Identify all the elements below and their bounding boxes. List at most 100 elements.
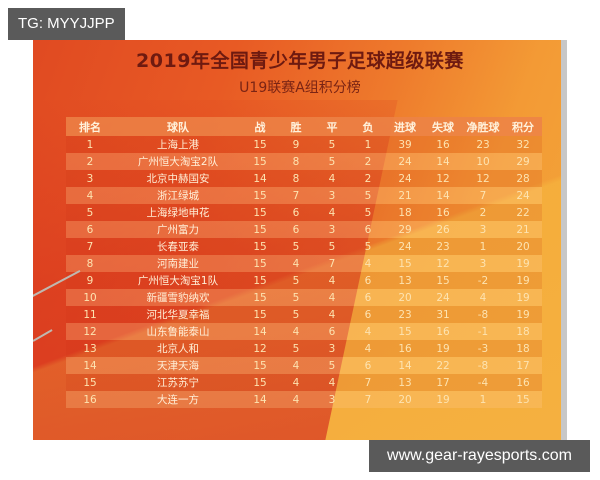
cell-won: 5 [278, 340, 314, 357]
cell-goal-difference: -3 [462, 340, 504, 357]
cell-drawn: 4 [314, 272, 350, 289]
cell-drawn: 3 [314, 221, 350, 238]
cell-won: 4 [278, 357, 314, 374]
cell-rank: 9 [66, 272, 114, 289]
cell-goal-difference: 1 [462, 391, 504, 408]
cell-team: 上海绿地申花 [114, 204, 242, 221]
cell-goals-for: 24 [386, 153, 424, 170]
cell-rank: 10 [66, 289, 114, 306]
cell-lost: 6 [350, 272, 386, 289]
standings-table: 排名 球队 战 胜 平 负 进球 失球 净胜球 积分 1 上海上港 15 9 5 1 39 1… [66, 117, 542, 408]
cell-played: 15 [242, 204, 278, 221]
cell-won: 6 [278, 221, 314, 238]
cell-team: 河北华夏幸福 [114, 306, 242, 323]
cell-lost: 7 [350, 374, 386, 391]
cell-rank: 5 [66, 204, 114, 221]
cell-lost: 5 [350, 204, 386, 221]
header-goal-difference: 净胜球 [462, 117, 504, 136]
cell-rank: 14 [66, 357, 114, 374]
cell-goal-difference: 3 [462, 221, 504, 238]
cell-rank: 4 [66, 187, 114, 204]
cell-goals-against: 14 [424, 187, 462, 204]
table-row: 3 北京中赫国安 14 8 4 2 24 12 12 28 [66, 170, 542, 187]
cell-goals-for: 20 [386, 391, 424, 408]
cell-lost: 2 [350, 153, 386, 170]
table-row: 10 新疆雪豹纳欢 15 5 4 6 20 24 4 19 [66, 289, 542, 306]
cell-drawn: 4 [314, 289, 350, 306]
cell-points: 18 [504, 323, 542, 340]
cell-rank: 2 [66, 153, 114, 170]
cell-won: 5 [278, 289, 314, 306]
cell-points: 17 [504, 357, 542, 374]
cell-played: 15 [242, 357, 278, 374]
cell-goal-difference: -4 [462, 374, 504, 391]
cell-drawn: 3 [314, 391, 350, 408]
cell-won: 4 [278, 323, 314, 340]
cell-goals-against: 24 [424, 289, 462, 306]
cell-rank: 15 [66, 374, 114, 391]
cell-lost: 1 [350, 136, 386, 153]
cell-lost: 6 [350, 289, 386, 306]
cell-goal-difference: 1 [462, 238, 504, 255]
cell-won: 4 [278, 374, 314, 391]
cell-drawn: 4 [314, 204, 350, 221]
cell-points: 29 [504, 153, 542, 170]
cell-played: 12 [242, 340, 278, 357]
cell-rank: 16 [66, 391, 114, 408]
cell-goals-for: 14 [386, 357, 424, 374]
cell-team: 北京中赫国安 [114, 170, 242, 187]
cell-goal-difference: 2 [462, 204, 504, 221]
table-row: 1 上海上港 15 9 5 1 39 16 23 32 [66, 136, 542, 153]
table-row: 4 浙江绿城 15 7 3 5 21 14 7 24 [66, 187, 542, 204]
cell-team: 山东鲁能泰山 [114, 323, 242, 340]
cell-lost: 4 [350, 340, 386, 357]
cell-lost: 5 [350, 187, 386, 204]
cell-played: 14 [242, 391, 278, 408]
scratch-mark [33, 329, 53, 342]
cell-played: 15 [242, 306, 278, 323]
cell-team: 大连一方 [114, 391, 242, 408]
header-goals-against: 失球 [424, 117, 462, 136]
cell-goal-difference: -8 [462, 306, 504, 323]
cell-played: 15 [242, 153, 278, 170]
cell-drawn: 4 [314, 306, 350, 323]
table-row: 14 天津天海 15 4 5 6 14 22 -8 17 [66, 357, 542, 374]
cell-goal-difference: 23 [462, 136, 504, 153]
poster-subtitle: U19联赛A组积分榜 [239, 80, 361, 96]
table-header-row: 排名 球队 战 胜 平 负 进球 失球 净胜球 积分 [66, 117, 542, 136]
cell-won: 4 [278, 391, 314, 408]
cell-goals-against: 17 [424, 374, 462, 391]
cell-won: 7 [278, 187, 314, 204]
cell-played: 15 [242, 221, 278, 238]
cell-goals-against: 16 [424, 204, 462, 221]
cell-drawn: 4 [314, 170, 350, 187]
cell-lost: 7 [350, 391, 386, 408]
cell-won: 6 [278, 204, 314, 221]
cell-won: 5 [278, 306, 314, 323]
cell-played: 15 [242, 187, 278, 204]
cell-played: 15 [242, 255, 278, 272]
cell-goal-difference: -2 [462, 272, 504, 289]
header-goals-for: 进球 [386, 117, 424, 136]
header-rank: 排名 [66, 117, 114, 136]
cell-points: 16 [504, 374, 542, 391]
cell-rank: 13 [66, 340, 114, 357]
cell-lost: 5 [350, 238, 386, 255]
cell-rank: 12 [66, 323, 114, 340]
cell-rank: 3 [66, 170, 114, 187]
standings-poster: 2019年全国青少年男子足球超级联赛 U19联赛A组积分榜 排名 球队 战 胜 … [33, 40, 567, 440]
cell-drawn: 5 [314, 153, 350, 170]
header-lost: 负 [350, 117, 386, 136]
cell-goals-for: 24 [386, 170, 424, 187]
cell-lost: 6 [350, 306, 386, 323]
cell-played: 15 [242, 238, 278, 255]
cell-played: 15 [242, 374, 278, 391]
cell-goals-for: 23 [386, 306, 424, 323]
cell-team: 浙江绿城 [114, 187, 242, 204]
cell-points: 19 [504, 255, 542, 272]
table-row: 9 广州恒大淘宝1队 15 5 4 6 13 15 -2 19 [66, 272, 542, 289]
cell-team: 北京人和 [114, 340, 242, 357]
cell-goals-against: 26 [424, 221, 462, 238]
cell-drawn: 4 [314, 374, 350, 391]
cell-lost: 4 [350, 255, 386, 272]
